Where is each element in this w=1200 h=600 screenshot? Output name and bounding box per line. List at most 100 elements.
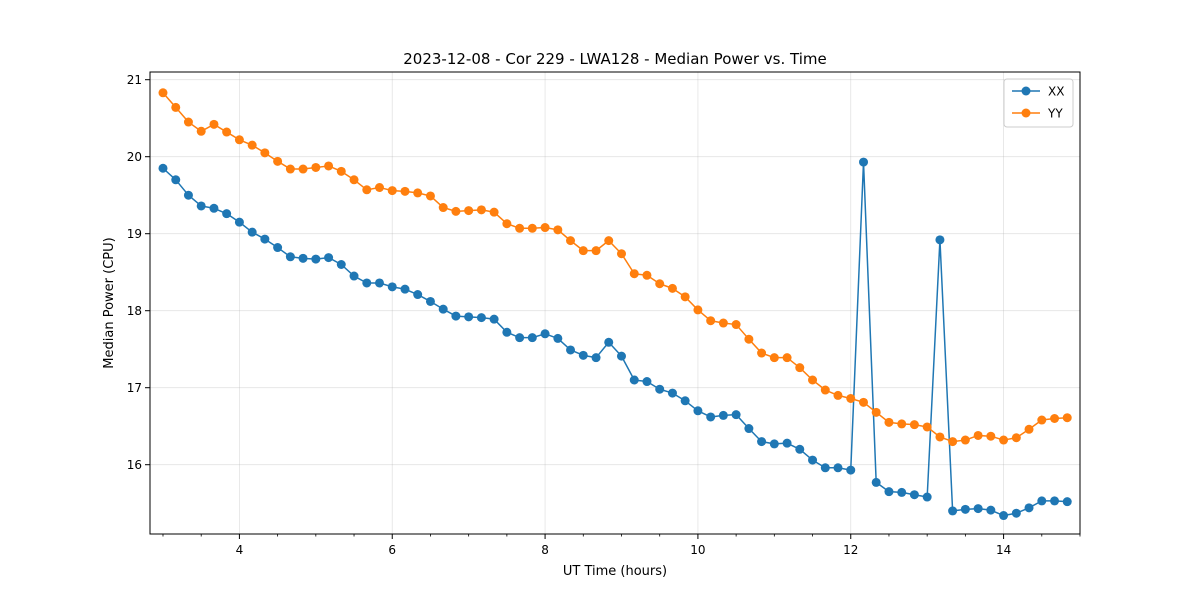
data-point-xx — [909, 490, 919, 500]
data-point-yy — [1024, 424, 1034, 434]
y-tick-label: 18 — [127, 304, 142, 318]
data-point-xx — [935, 235, 945, 245]
data-point-yy — [948, 437, 958, 447]
data-point-xx — [425, 296, 435, 306]
data-point-xx — [566, 345, 576, 355]
data-point-xx — [324, 253, 334, 263]
y-tick-label: 16 — [127, 458, 142, 472]
data-point-xx — [349, 271, 359, 281]
data-point-xx — [464, 312, 474, 322]
data-point-xx — [922, 492, 932, 502]
data-point-yy — [731, 320, 741, 330]
data-point-yy — [374, 183, 384, 192]
data-point-xx — [795, 444, 805, 454]
data-point-yy — [260, 148, 270, 158]
data-point-yy — [782, 353, 792, 363]
data-point-yy — [986, 431, 996, 441]
data-point-xx — [209, 203, 219, 213]
y-axis-label: Median Power (CPU) — [102, 237, 117, 368]
data-point-xx — [476, 313, 486, 323]
data-point-xx — [553, 333, 563, 343]
data-point-xx — [769, 439, 779, 449]
data-point-yy — [349, 175, 359, 185]
data-point-yy — [553, 225, 563, 235]
data-point-xx — [782, 438, 792, 448]
data-point-xx — [897, 487, 907, 497]
data-point-yy — [859, 397, 869, 407]
data-point-yy — [706, 316, 716, 326]
data-point-yy — [222, 127, 232, 137]
data-point-yy — [298, 164, 308, 174]
data-point-yy — [489, 207, 499, 217]
data-point-yy — [247, 140, 257, 150]
data-point-yy — [1037, 415, 1047, 425]
plot-frame — [149, 71, 1081, 535]
data-point-yy — [973, 430, 983, 440]
data-point-xx — [757, 437, 767, 447]
data-point-yy — [476, 205, 486, 215]
data-point-yy — [808, 375, 818, 385]
data-point-yy — [884, 417, 894, 427]
data-point-xx — [706, 412, 716, 422]
data-point-yy — [234, 135, 244, 145]
y-tick-label: 19 — [127, 227, 142, 241]
data-point-yy — [413, 188, 423, 198]
data-point-yy — [871, 407, 881, 417]
data-point-xx — [336, 260, 346, 269]
data-point-xx — [311, 254, 321, 264]
data-point-xx — [1062, 497, 1072, 507]
data-point-xx — [744, 424, 754, 434]
legend-marker-xx — [1021, 86, 1031, 96]
data-point-xx — [387, 282, 397, 292]
data-point-xx — [680, 396, 690, 406]
data-point-yy — [680, 292, 690, 302]
data-point-xx — [171, 175, 181, 185]
data-point-yy — [273, 156, 283, 166]
data-point-xx — [960, 504, 970, 514]
data-point-yy — [1011, 433, 1021, 443]
data-point-yy — [502, 219, 512, 229]
data-point-xx — [298, 253, 308, 263]
data-point-yy — [540, 223, 550, 233]
data-point-yy — [400, 186, 410, 196]
x-axis: 4 6 8 10 12 14 — [162, 534, 1081, 557]
x-tick-label: 12 — [843, 543, 858, 557]
data-point-yy — [667, 283, 677, 293]
data-point-yy — [209, 119, 219, 129]
data-point-yy — [158, 88, 168, 98]
data-point-yy — [642, 270, 652, 280]
data-point-xx — [833, 463, 843, 473]
series-line-yy — [162, 92, 1068, 443]
y-tick-label: 20 — [127, 150, 142, 164]
data-point-xx — [400, 284, 410, 294]
data-point-yy — [578, 246, 588, 256]
data-point-xx — [642, 377, 652, 387]
data-point-yy — [336, 166, 346, 176]
data-point-xx — [591, 353, 601, 363]
data-point-xx — [629, 375, 639, 385]
data-point-xx — [540, 329, 550, 339]
data-point-xx — [234, 217, 244, 227]
data-point-yy — [425, 191, 435, 201]
data-point-yy — [387, 186, 397, 196]
data-point-yy — [846, 393, 856, 403]
data-point-yy — [693, 305, 703, 315]
data-point-xx — [820, 463, 830, 473]
data-point-xx — [999, 511, 1009, 521]
data-point-yy — [324, 161, 334, 171]
data-point-xx — [438, 304, 448, 314]
data-point-xx — [158, 163, 168, 173]
data-point-yy — [769, 353, 779, 363]
data-point-xx — [808, 455, 818, 465]
data-point-xx — [986, 505, 996, 515]
x-axis-label: UT Time (hours) — [563, 564, 667, 579]
data-point-yy — [935, 432, 945, 442]
x-tick-label: 4 — [236, 543, 244, 557]
data-point-xx — [846, 465, 856, 475]
data-point-yy — [591, 246, 601, 256]
data-point-yy — [718, 318, 728, 328]
data-point-yy — [960, 435, 970, 445]
data-point-xx — [1011, 508, 1021, 518]
data-point-yy — [629, 269, 639, 279]
data-point-xx — [374, 278, 384, 288]
